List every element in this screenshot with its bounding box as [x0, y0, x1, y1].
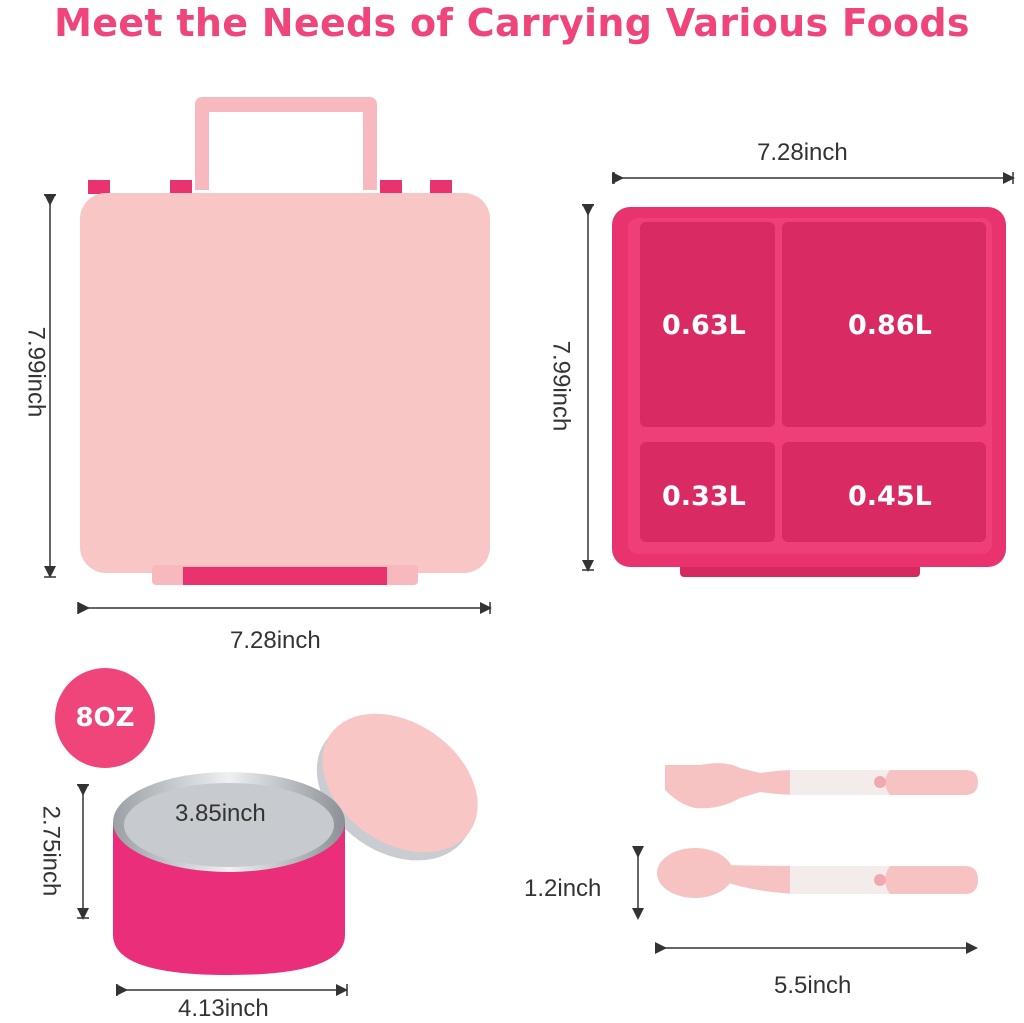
page-title: Meet the Needs of Carrying Various Foods	[54, 1, 970, 45]
lunchbox-width-label: 7.28inch	[230, 627, 321, 654]
spoon	[657, 848, 978, 898]
tray-height-label: 7.99inch	[547, 340, 575, 432]
compartment-volume: 0.45L	[848, 481, 932, 512]
tray-dimension-lines	[582, 172, 1015, 572]
utensil-length-label: 5.5inch	[774, 972, 852, 999]
lunchbox-closed	[80, 97, 490, 585]
capacity-badge: 8OZ	[55, 668, 155, 768]
compartment-volume: 0.86L	[848, 310, 932, 341]
compartment-volume: 0.63L	[662, 310, 746, 341]
lunchbox-dimension-lines	[44, 194, 492, 614]
lunchbox-tray	[612, 207, 1006, 577]
jar-inner-diameter-label: 3.85inch	[175, 800, 266, 827]
jar-dimension-lines	[77, 784, 348, 996]
food-jar	[113, 713, 478, 975]
lunchbox-height-label: 7.99inch	[22, 326, 50, 418]
utensil-dimension-lines	[632, 846, 978, 954]
tray-width-label: 7.28inch	[757, 139, 848, 166]
jar-outer-diameter-label: 4.13inch	[178, 995, 269, 1022]
utensil-height-label: 1.2inch	[524, 875, 602, 902]
jar-height-label: 2.75inch	[37, 805, 65, 897]
fork	[665, 763, 978, 809]
compartment-volume: 0.33L	[662, 481, 746, 512]
